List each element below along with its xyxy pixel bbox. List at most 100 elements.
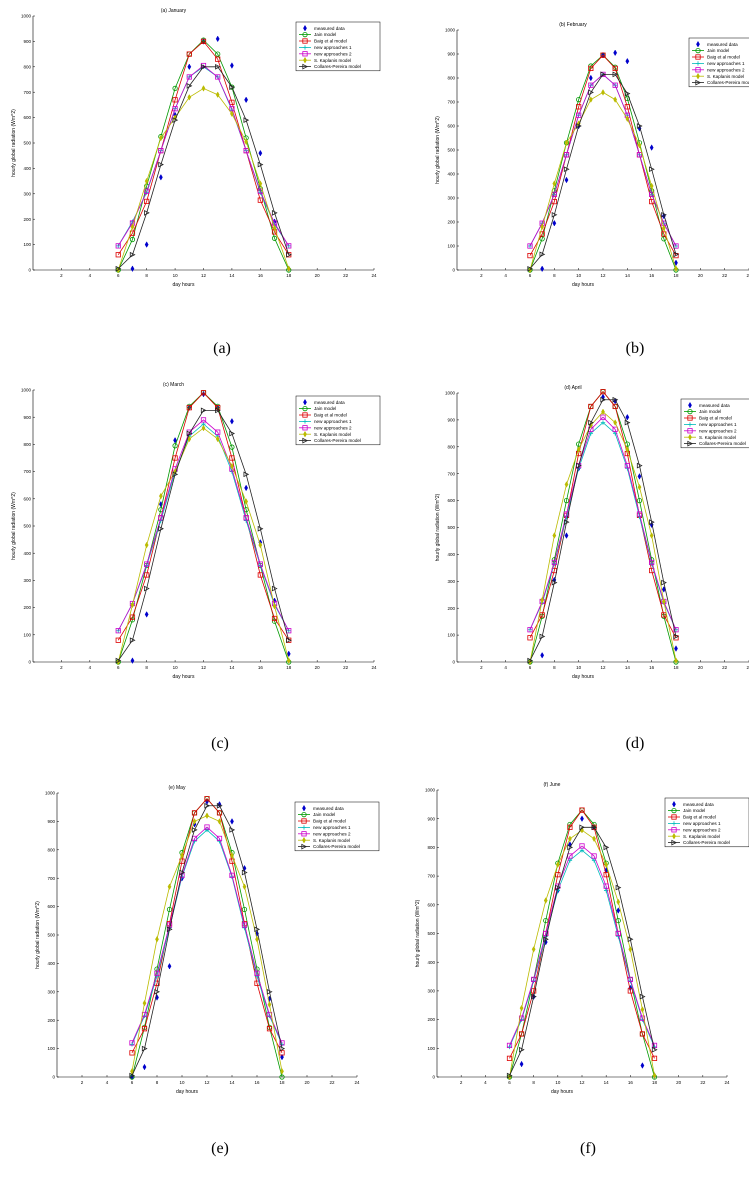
data-point xyxy=(661,211,667,218)
legend-marker xyxy=(695,47,701,54)
data-point xyxy=(257,197,263,203)
y-tick-label: 0 xyxy=(452,268,455,273)
data-point xyxy=(601,89,605,96)
legend-box xyxy=(664,797,749,848)
data-point xyxy=(636,152,643,158)
data-point xyxy=(172,85,178,91)
y-tick-label: 800 xyxy=(23,442,31,447)
x-tick-label: 24 xyxy=(371,273,377,278)
data-point xyxy=(661,224,666,232)
data-point xyxy=(186,405,192,411)
series-4 xyxy=(115,417,292,634)
data-point xyxy=(115,252,121,258)
data-point xyxy=(615,930,621,937)
x-tick-label: 16 xyxy=(649,273,655,278)
y-tick-label: 600 xyxy=(23,496,31,501)
chart-title: (f) June xyxy=(544,782,561,788)
data-point xyxy=(229,872,235,878)
data-point xyxy=(215,35,220,43)
x-tick-label: 24 xyxy=(354,1080,360,1085)
data-point xyxy=(257,161,264,168)
data-point xyxy=(600,420,606,425)
legend-marker xyxy=(672,800,676,808)
data-point xyxy=(241,906,248,913)
data-point xyxy=(563,166,570,173)
data-point xyxy=(600,52,606,58)
data-point xyxy=(200,390,207,396)
data-point xyxy=(543,897,548,904)
y-tick-label: 300 xyxy=(447,196,455,201)
legend-marker xyxy=(687,422,693,427)
data-point xyxy=(649,559,655,566)
series-line xyxy=(529,54,677,256)
y-tick-label: 0 xyxy=(452,660,455,665)
data-point xyxy=(254,970,260,976)
data-point xyxy=(286,265,291,273)
x-tick-label: 4 xyxy=(484,1080,487,1085)
data-point xyxy=(637,141,642,149)
data-point xyxy=(186,430,193,437)
data-point xyxy=(592,835,596,843)
data-point xyxy=(243,515,249,521)
series-line xyxy=(117,409,290,661)
data-point xyxy=(555,872,561,878)
data-point xyxy=(649,182,654,190)
data-point xyxy=(627,976,633,983)
series-0 xyxy=(130,798,284,1081)
legend-label: measured data xyxy=(707,42,738,47)
data-point xyxy=(129,1072,136,1079)
legend-marker xyxy=(301,843,308,850)
series-4 xyxy=(506,843,658,1049)
data-point xyxy=(600,396,607,403)
x-tick-label: 8 xyxy=(145,665,148,670)
data-point xyxy=(286,650,291,658)
data-point xyxy=(155,935,159,943)
chart-title: (a) January xyxy=(161,8,187,14)
y-tick-label: 500 xyxy=(447,148,455,153)
legend-marker xyxy=(302,425,308,431)
data-point xyxy=(639,993,646,1000)
y-tick-label: 400 xyxy=(447,552,455,557)
data-point xyxy=(600,389,606,395)
data-point xyxy=(129,614,136,620)
y-tick-label: 100 xyxy=(447,633,455,638)
legend-marker xyxy=(302,804,306,812)
data-point xyxy=(603,844,610,851)
legend-marker xyxy=(302,412,308,418)
series-0 xyxy=(507,815,657,1081)
x-tick-label: 24 xyxy=(371,665,377,670)
data-point xyxy=(166,926,173,933)
legend-box xyxy=(688,37,749,88)
y-tick-label: 300 xyxy=(47,989,55,994)
data-point xyxy=(539,236,545,242)
data-point xyxy=(172,455,178,461)
y-tick-label: 500 xyxy=(447,525,455,530)
data-point xyxy=(130,265,135,273)
series-3 xyxy=(116,64,291,249)
x-tick-label: 12 xyxy=(201,665,207,670)
data-point xyxy=(215,63,221,70)
y-tick-label: 800 xyxy=(447,444,455,449)
legend-marker xyxy=(301,825,307,830)
series-6 xyxy=(527,396,680,664)
data-point xyxy=(144,572,150,578)
data-point xyxy=(230,417,234,425)
data-point xyxy=(636,123,643,129)
data-point xyxy=(279,1050,285,1056)
data-point xyxy=(636,498,643,504)
legend-marker xyxy=(301,831,307,837)
data-point xyxy=(167,962,172,970)
y-tick-label: 700 xyxy=(47,876,55,881)
legend-label: S. Kaplanis model xyxy=(683,834,720,839)
series-line xyxy=(529,73,677,247)
x-tick-label: 6 xyxy=(529,665,532,670)
data-point xyxy=(205,812,209,820)
series-line xyxy=(509,845,655,1046)
data-point xyxy=(564,176,569,184)
data-point xyxy=(192,839,197,844)
data-point xyxy=(543,930,549,937)
data-point xyxy=(172,117,179,123)
data-point xyxy=(241,869,248,876)
x-tick-label: 12 xyxy=(600,665,606,670)
x-tick-label: 12 xyxy=(204,1080,210,1085)
